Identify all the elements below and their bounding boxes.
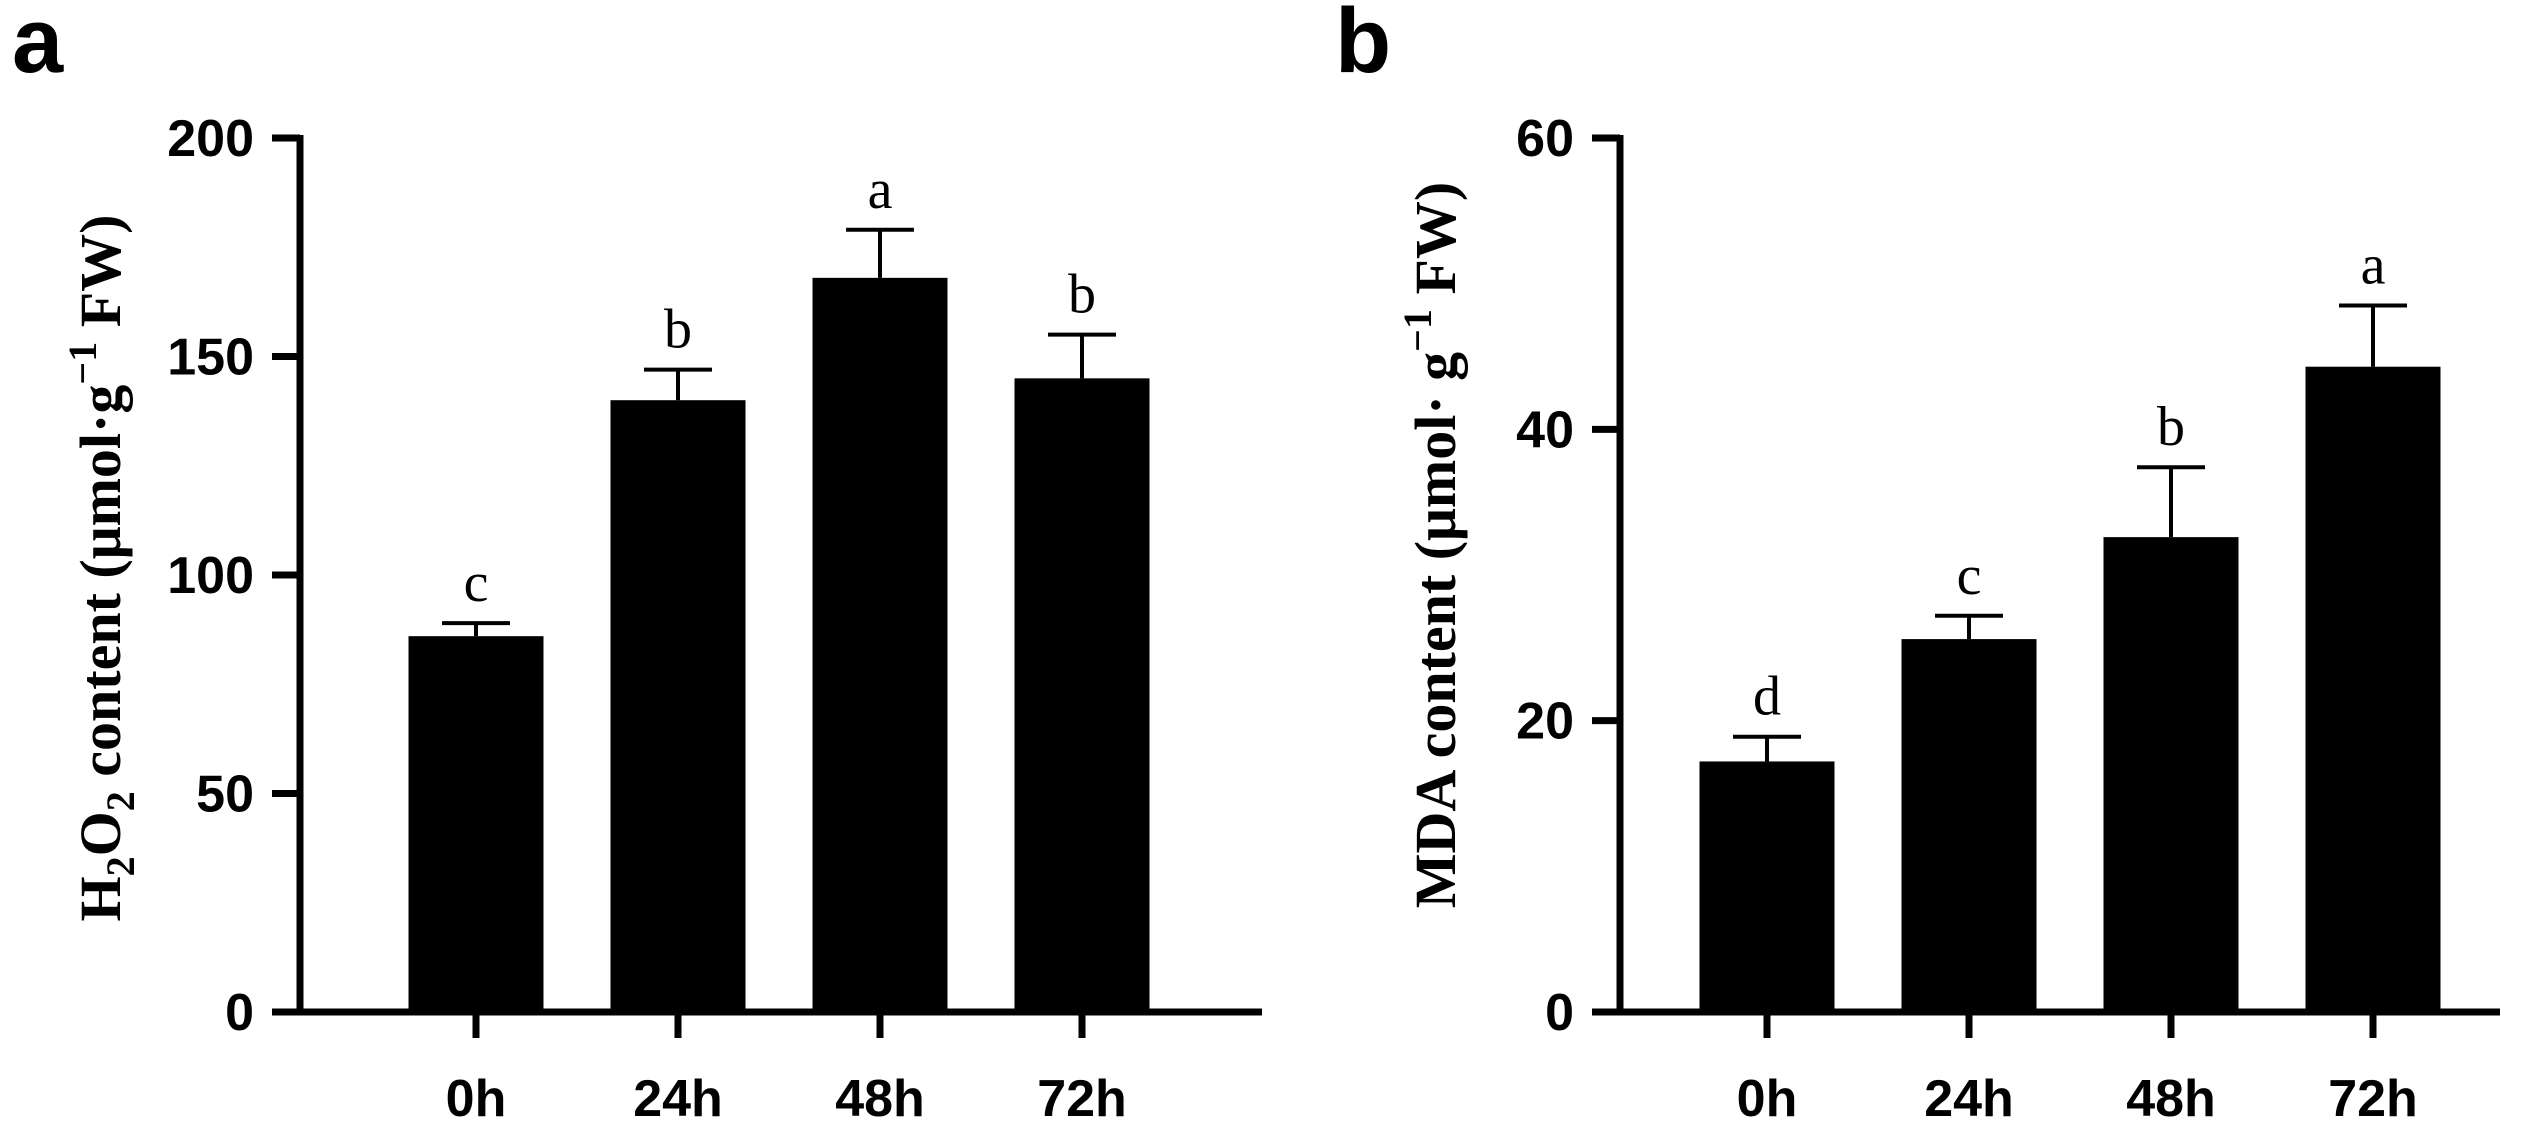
panel-b-y-tick-label-40: 40 xyxy=(1516,401,1574,459)
panel-b-x-tick-label-0h: 0h xyxy=(1737,1070,1798,1128)
panel-b-significance-72h: a xyxy=(2361,235,2386,297)
panel-b-significance-48h: b xyxy=(2157,396,2185,458)
panel-b-bar-72h xyxy=(2305,366,2441,1012)
panel-b-bar-24h xyxy=(1901,639,2037,1012)
panel-a-y-tick-label-0: 0 xyxy=(225,984,254,1042)
panel-a-significance-24h: b xyxy=(664,299,692,361)
panel-a-bar-48h xyxy=(812,277,948,1013)
panel-b-x-tick-label-72h: 72h xyxy=(2328,1070,2418,1128)
panel-b-significance-0h: d xyxy=(1753,666,1781,728)
panel-b-significance-24h: c xyxy=(1957,545,1982,607)
panel-a-x-tick-label-72h: 72h xyxy=(1037,1070,1127,1128)
panel-a-plot: c 0h b 24h a 48h b 72h 0 50 100 150 200 xyxy=(167,110,1262,1128)
panel-a-bar-72h xyxy=(1014,378,1150,1013)
panel-a-significance-48h: a xyxy=(868,159,893,221)
panel-b-letter: b xyxy=(1335,0,1391,92)
panel-a-x-tick-label-48h: 48h xyxy=(835,1070,925,1128)
panel-b-bar-48h xyxy=(2103,537,2239,1012)
panel-a-bar-0h xyxy=(408,636,544,1012)
panel-a-x-tick-label-0h: 0h xyxy=(446,1070,507,1128)
panel-b: b MDA content (μmol· g−1 FW) d 0h c 24h b 48h… xyxy=(1335,0,2500,1128)
panel-b-x-tick-label-48h: 48h xyxy=(2126,1070,2216,1128)
panel-b-y-tick-label-0: 0 xyxy=(1545,984,1574,1042)
panel-b-plot: d 0h c 24h b 48h a 72h 0 20 40 60 xyxy=(1516,110,2500,1128)
panel-a-bar-24h xyxy=(610,400,746,1012)
panel-a-significance-72h: b xyxy=(1068,264,1096,326)
panel-b-x-tick-label-24h: 24h xyxy=(1924,1070,2014,1128)
panel-a-significance-0h: c xyxy=(464,552,489,614)
panel-a-x-tick-label-24h: 24h xyxy=(633,1070,723,1128)
panel-a-y-axis-title: H2O2 content (μmol·g−1 FW) xyxy=(60,215,143,922)
panel-b-y-tick-label-60: 60 xyxy=(1516,110,1574,168)
panel-a-y-tick-label-100: 100 xyxy=(167,547,254,605)
panel-a-letter: a xyxy=(12,0,64,92)
panel-a-y-tick-label-50: 50 xyxy=(196,766,254,824)
panel-b-y-axis-title: MDA content (μmol· g−1 FW) xyxy=(1395,182,1468,908)
panel-a: a H2O2 content (μmol·g−1 FW) c 0h b 24h a 48h… xyxy=(12,0,1262,1128)
panel-a-y-tick-label-200: 200 xyxy=(167,110,254,168)
panel-b-y-tick-label-20: 20 xyxy=(1516,693,1574,751)
panel-b-bar-0h xyxy=(1699,761,1835,1012)
panel-a-y-tick-label-150: 150 xyxy=(167,329,254,387)
